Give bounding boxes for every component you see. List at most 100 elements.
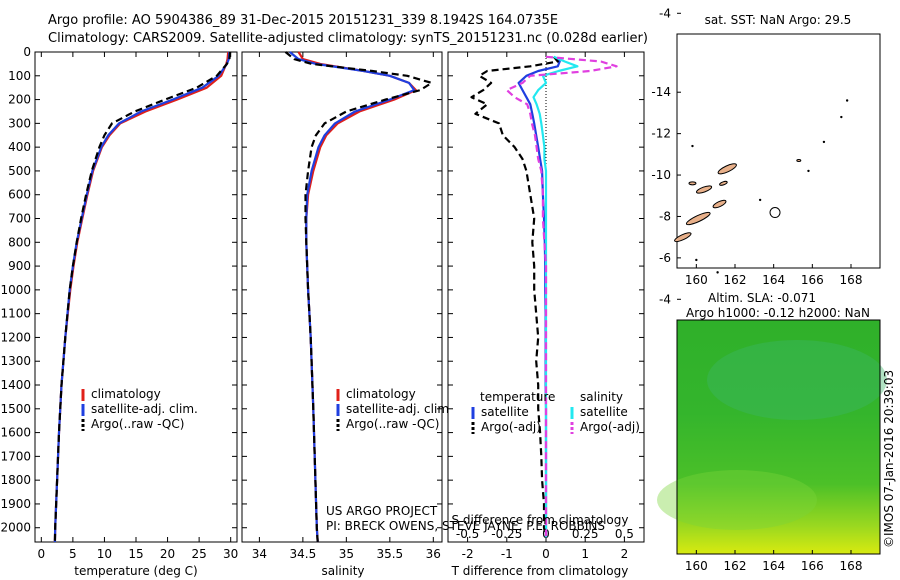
map-frame [676,33,881,269]
legend-label: satellite-adj. clim. [91,402,198,416]
series-line [284,51,433,543]
top-x-tick-label: 0.25 [572,527,599,541]
y-tick-label: 1900 [0,497,31,511]
island [717,163,737,175]
y-tick-label: 1000 [0,283,31,297]
map-x-tick-label: 162 [724,559,747,573]
annotation-line2: PI: BRECK OWENS, STEVE JAYNE, P.E. ROBBI… [326,519,605,533]
series-line [470,56,559,538]
map-x-tick-label: 164 [762,559,785,573]
island [674,232,692,243]
legend-label: satellite-adj. clim. [346,402,453,416]
legend-header: temperature [480,390,555,404]
y-tick-label: 700 [8,212,31,226]
xlabel-tdiff: T difference from climatology [451,564,629,578]
y-tick-label: 1300 [0,354,31,368]
islet [716,271,719,274]
y-tick-label: 600 [8,188,31,202]
series-line [53,51,231,543]
sla-field [677,320,880,554]
legend-label: climatology [91,387,161,401]
map-y-tick-label: -10 [651,168,671,182]
x-tick-label: 10 [97,547,112,561]
top-x-tick-label: -0.5 [456,527,479,541]
x-tick-label: 2 [621,547,629,561]
islet [822,140,826,144]
map-y-tick-label: -4 [659,292,671,306]
x-tick-label: 30 [223,547,238,561]
legend-label: Argo(..raw -QC) [91,417,184,431]
map-x-tick-label: 160 [685,559,708,573]
map-x-tick-label: 162 [724,273,747,287]
x-tick-label: 20 [160,547,175,561]
map-x-tick-label: 164 [762,273,785,287]
y-tick-label: 900 [8,259,31,273]
islet [691,144,694,148]
island [712,199,727,209]
x-tick-label: -1 [501,547,513,561]
legend-header: salinity [580,390,623,404]
island [685,211,711,226]
y-tick-label: 0 [23,45,31,59]
island [796,159,802,163]
imos-footer: ©IMOS 07-Jan-2016 20:39:03 [882,370,896,548]
map-top-title: sat. SST: NaN Argo: 29.5 [705,13,852,27]
map-y-tick-label: -6 [659,251,671,265]
y-tick-label: 1200 [0,330,31,344]
y-tick-label: 1800 [0,473,31,487]
header-line1: Argo profile: AO 5904386_89 31-Dec-2015 … [48,13,558,28]
x-tick-label: 34 [252,547,267,561]
y-tick-label: 1100 [0,307,31,321]
map-bottom-title2: Argo h1000: -0.12 h2000: NaN [686,306,870,320]
x-tick-label: 5 [69,547,77,561]
islet [840,115,843,119]
islet [758,198,762,202]
x-tick-label: 36 [426,547,441,561]
plot-frame [34,51,238,543]
map-x-tick-label: 166 [801,559,824,573]
map-y-tick-label: -8 [659,209,671,223]
y-tick-label: 800 [8,235,31,249]
x-tick-label: 1 [581,547,589,561]
map-frame [676,319,881,555]
legend-label: climatology [346,387,416,401]
map-y-tick-label: -14 [651,85,671,99]
y-tick-label: 2000 [0,521,31,535]
island [688,181,697,186]
top-x-tick-label: -0.25 [491,527,522,541]
y-tick-label: 1400 [0,378,31,392]
legend-label: satellite [580,405,628,419]
sla-patch [707,340,887,420]
y-tick-label: 500 [8,164,31,178]
y-tick-label: 1700 [0,449,31,463]
sla-patch [657,470,817,530]
x-tick-label: 15 [128,547,143,561]
plot-frame [241,51,443,543]
x-tick-label: 35 [339,547,354,561]
sla-map: -4 -6 -8 -10 -12 -14 160 162 164 166 168 [651,85,887,573]
islet [695,258,698,262]
xlabel-salinity: salinity [321,564,364,578]
header-line2: Climatology: CARS2009. Satellite-adjuste… [48,31,648,46]
islet [845,99,849,102]
x-tick-label: 0 [542,547,550,561]
legend-label: Argo(-adj) [481,420,541,434]
y-tick-label: 200 [8,93,31,107]
annotation-line1: US ARGO PROJECT [326,504,438,518]
map-x-tick-label: 168 [840,273,863,287]
top-xlabel-sdiff: S difference from climatology [452,513,629,527]
temperature-panel: 0100200300400500600700800900100011001200… [0,45,238,561]
map-bottom-title1: Altim. SLA: -0.071 [708,291,816,305]
salinity-panel: 34 34.5 35 35.5 36 climatologysatellite-adj. … [241,51,453,561]
xlabel-temperature: temperature (deg C) [74,564,197,578]
legend-label: Argo(-adj) [580,420,640,434]
island [696,185,713,194]
x-tick-label: 35.5 [376,547,403,561]
top-x-tick-label: 0.5 [615,527,634,541]
map-y-tick-label: -4 [659,6,671,20]
island [719,180,728,186]
map-x-tick-label: 160 [685,273,708,287]
y-tick-label: 100 [8,69,31,83]
